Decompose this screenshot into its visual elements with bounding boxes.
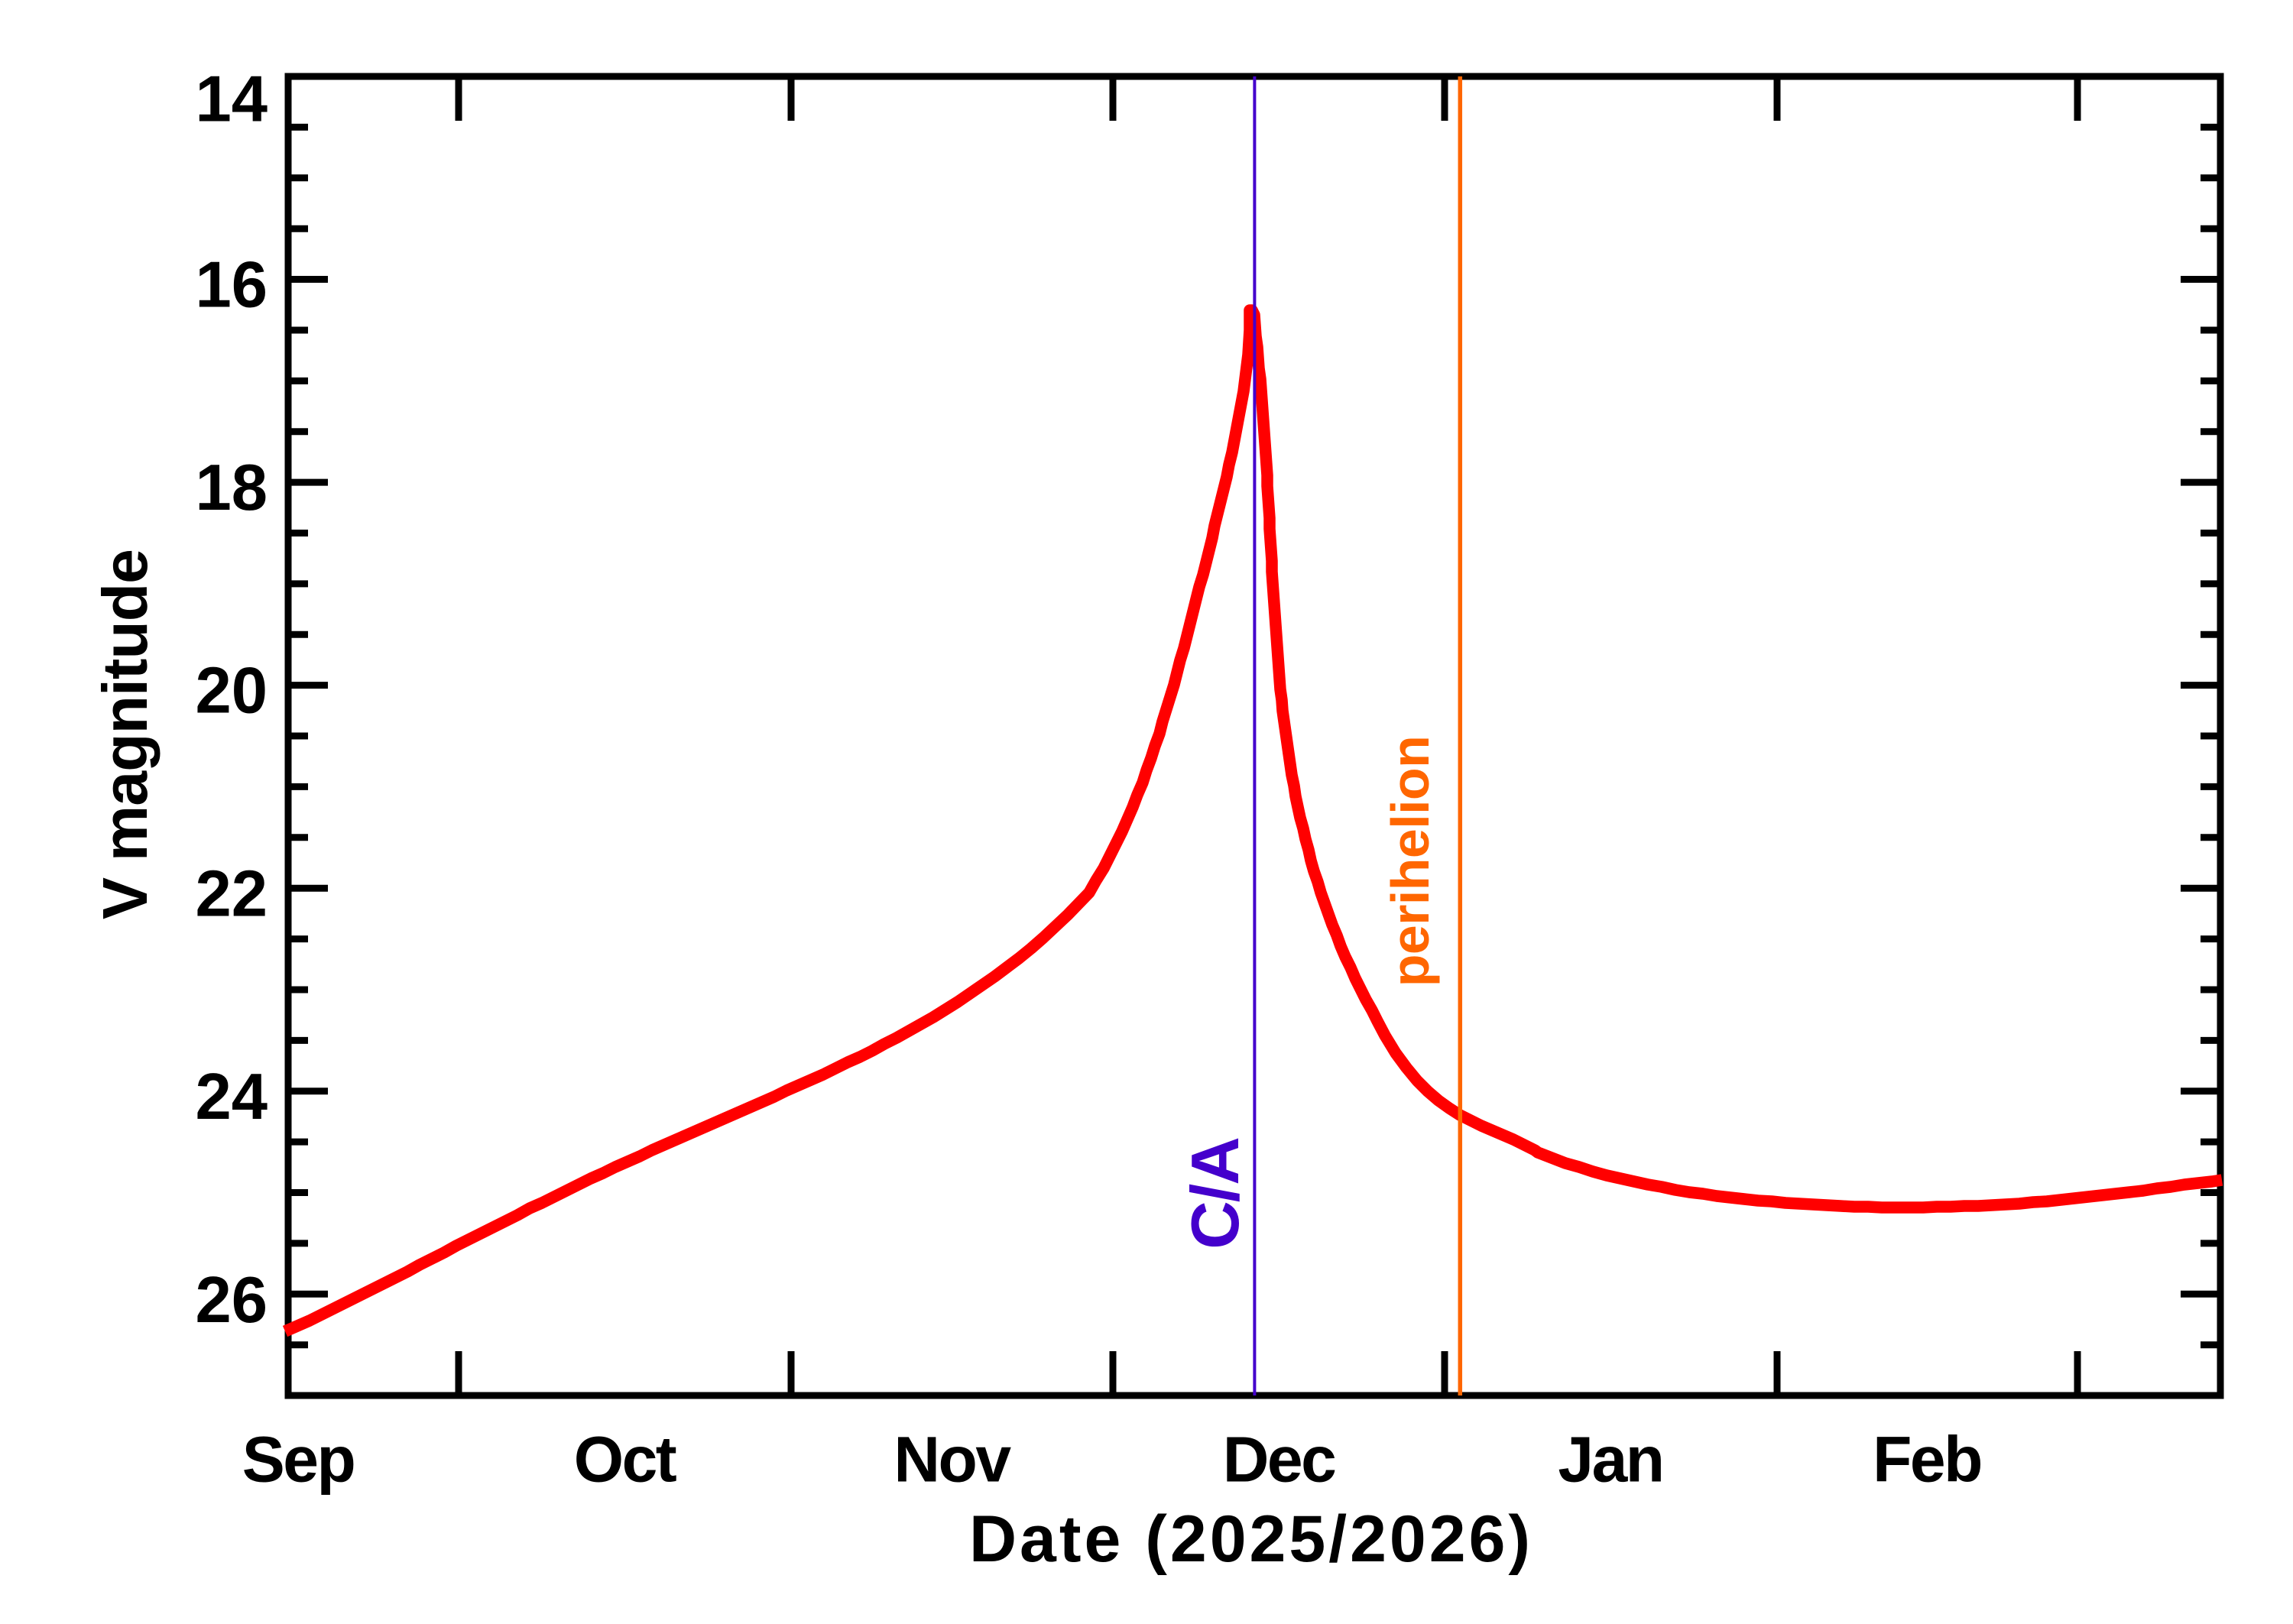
svg-text:C/A: C/A (1177, 1138, 1253, 1250)
svg-text:perihelion: perihelion (1380, 736, 1440, 987)
svg-text:Dec: Dec (1223, 1424, 1335, 1496)
svg-text:Date (2025/2026): Date (2025/2026) (969, 1502, 1533, 1576)
svg-text:24: 24 (195, 1061, 268, 1133)
svg-text:14: 14 (195, 63, 268, 136)
svg-text:Sep: Sep (242, 1424, 355, 1496)
svg-text:16: 16 (195, 248, 268, 321)
svg-text:20: 20 (195, 655, 268, 728)
svg-text:Feb: Feb (1873, 1424, 1981, 1496)
svg-text:Oct: Oct (574, 1424, 676, 1496)
svg-text:Nov: Nov (894, 1424, 1011, 1496)
svg-text:26: 26 (195, 1264, 268, 1337)
svg-text:22: 22 (195, 857, 268, 930)
svg-text:Jan: Jan (1558, 1424, 1662, 1496)
svg-text:V magnitude: V magnitude (90, 549, 161, 919)
svg-text:18: 18 (195, 452, 268, 524)
